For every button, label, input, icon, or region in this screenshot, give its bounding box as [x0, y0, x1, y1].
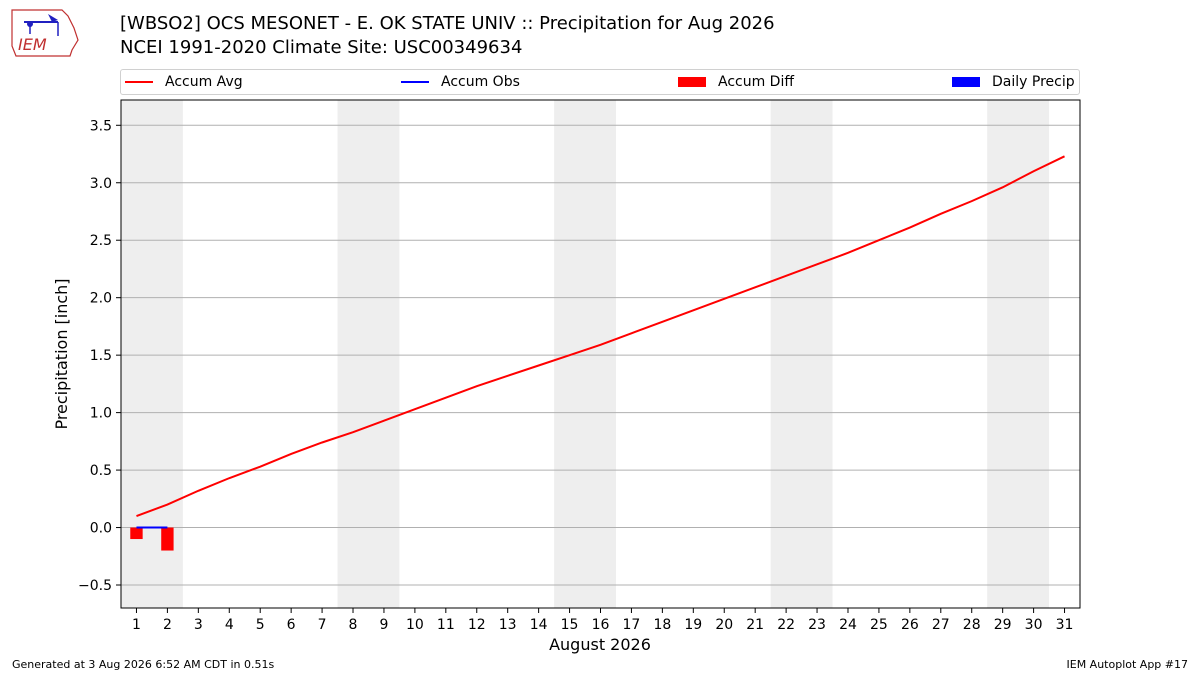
x-tick-label: 24 [839, 617, 857, 633]
weekend-shading [121, 100, 1050, 608]
footer-app: IEM Autoplot App #17 [1066, 658, 1189, 671]
x-tick-label: 7 [318, 617, 327, 633]
x-tick-label: 29 [994, 617, 1012, 633]
x-axis-ticks: 1 2 3 4 5 6 7 8 9 10 11 12 13 14 15 16 17 18 19 20 21 22 23 24 2… [132, 608, 1073, 633]
accum-avg-line [136, 155, 1065, 517]
plot-frame [120, 99, 1081, 609]
x-tick-label: 12 [468, 617, 486, 633]
chart-title-line2: NCEI 1991-2020 Climate Site: USC00349634 [120, 37, 523, 58]
x-tick-label: 9 [379, 617, 388, 633]
legend-label-accum-avg: Accum Avg [165, 74, 243, 90]
legend-item-accum-avg: Accum Avg [125, 70, 243, 94]
y-tick-label: 2.0 [90, 291, 112, 307]
x-tick-label: 31 [1056, 617, 1074, 633]
y-tick-label: 1.5 [90, 348, 112, 364]
y-tick-label: 1.0 [90, 406, 112, 422]
iem-logo-graphic: IEM [11, 9, 79, 57]
accum-diff-bar [130, 527, 143, 540]
y-gridlines [121, 124, 1080, 586]
legend-swatch-accum-diff [678, 77, 706, 87]
line-series [136, 155, 1065, 529]
x-tick-label: 1 [132, 617, 141, 633]
y-tick-label: 2.5 [90, 233, 112, 249]
y-tick-label: 3.5 [90, 118, 112, 134]
weekend-shade-band [554, 100, 616, 608]
weekend-shade-band [337, 100, 400, 608]
x-tick-label: 3 [194, 617, 203, 633]
x-tick-label: 10 [406, 617, 424, 633]
legend-swatch-daily-precip [952, 77, 980, 87]
x-tick-label: 11 [437, 617, 455, 633]
legend-item-accum-diff: Accum Diff [678, 70, 794, 94]
legend-label-accum-diff: Accum Diff [718, 74, 795, 90]
x-tick-label: 20 [715, 617, 733, 633]
legend-label-daily-precip: Daily Precip [992, 74, 1075, 90]
legend-item-accum-obs: Accum Obs [401, 70, 520, 94]
x-tick-label: 15 [561, 617, 579, 633]
x-tick-label: 19 [684, 617, 702, 633]
weekend-shade-band [987, 100, 1050, 608]
x-tick-label: 4 [225, 617, 234, 633]
x-tick-label: 25 [870, 617, 888, 633]
x-axis-label: August 2026 [549, 635, 651, 654]
x-tick-label: 14 [530, 617, 548, 633]
weekend-shade-band [770, 100, 833, 608]
logo-text: IEM [18, 35, 47, 54]
x-tick-label: 30 [1025, 617, 1043, 633]
y-tick-label: 0.5 [90, 463, 112, 479]
x-tick-label: 5 [256, 617, 265, 633]
x-tick-label: 18 [653, 617, 671, 633]
legend-label-accum-obs: Accum Obs [441, 74, 520, 90]
y-tick-label: −0.5 [78, 578, 112, 594]
y-tick-label: 0.0 [90, 521, 112, 537]
legend-swatch-accum-avg [125, 81, 153, 83]
x-tick-label: 26 [901, 617, 919, 633]
legend-item-daily-precip: Daily Precip [952, 70, 1075, 94]
chart-title: [WBSO2] OCS MESONET - E. OK STATE UNIV :… [120, 12, 775, 60]
x-tick-label: 23 [808, 617, 826, 633]
x-tick-label: 16 [592, 617, 610, 633]
y-tick-label: 3.0 [90, 176, 112, 192]
chart-title-line1: [WBSO2] OCS MESONET - E. OK STATE UNIV :… [120, 13, 775, 34]
legend-swatch-accum-obs [401, 81, 429, 83]
x-tick-label: 6 [287, 617, 296, 633]
x-tick-label: 22 [777, 617, 795, 633]
x-tick-label: 28 [963, 617, 981, 633]
accum-diff-bar [161, 527, 174, 551]
x-tick-label: 8 [349, 617, 358, 633]
y-axis-ticks: −0.5 0.0 0.5 1.0 1.5 2.0 2.5 3.0 3.5 [78, 118, 121, 594]
x-tick-label: 2 [163, 617, 172, 633]
weekend-shade-band [121, 100, 183, 608]
y-axis-label: Precipitation [inch] [52, 278, 71, 429]
x-tick-label: 17 [623, 617, 641, 633]
legend: Accum Avg Accum Obs Accum Diff Daily Pre… [120, 69, 1080, 95]
x-tick-label: 21 [746, 617, 764, 633]
x-tick-label: 13 [499, 617, 517, 633]
bar-series [130, 527, 174, 551]
x-tick-label: 27 [932, 617, 950, 633]
footer-generated: Generated at 3 Aug 2026 6:52 AM CDT in 0… [12, 658, 275, 671]
iem-logo: IEM [8, 6, 80, 58]
